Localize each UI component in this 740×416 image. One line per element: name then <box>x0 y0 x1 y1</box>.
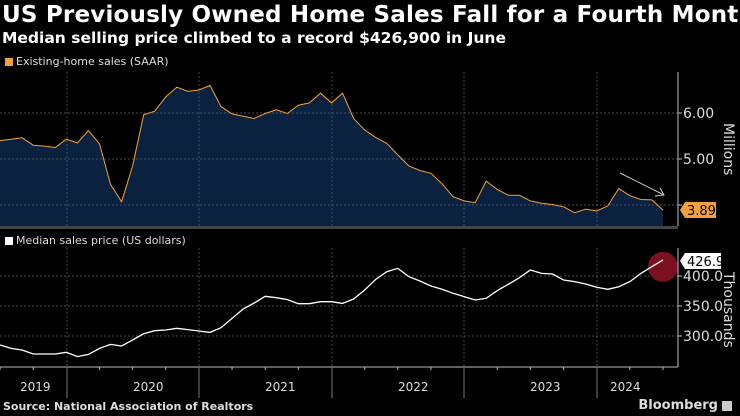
chart-subtitle: Median selling price climbed to a record… <box>2 29 506 47</box>
record-highlight-marker <box>648 251 678 282</box>
panel-divider <box>0 226 678 229</box>
x-year-label: 2022 <box>398 380 429 394</box>
legend-price: Median sales price (US dollars) <box>5 234 186 247</box>
source-note: Source: National Association of Realtors <box>3 400 254 413</box>
legend-sales: Existing-home sales (SAAR) <box>5 55 169 68</box>
trend-arrowhead-icon <box>654 187 665 197</box>
price-last-value-label: 426.9 <box>687 255 724 270</box>
price-line <box>0 259 664 358</box>
price-last-value-badge <box>680 253 721 269</box>
x-year-label: 2023 <box>530 380 561 394</box>
x-year-label: 2019 <box>20 380 51 394</box>
price-tick-label: 350.0 <box>683 299 723 315</box>
legend-swatch-sales <box>5 57 13 66</box>
legend-swatch-price <box>5 236 13 245</box>
sales-last-value-label: 3.89 <box>687 204 716 219</box>
sales-tick-label: 5.00 <box>683 152 714 168</box>
price-tick-label: 300.0 <box>683 329 723 345</box>
price-tick-label: 400.0 <box>683 269 723 285</box>
bloomberg-chart-icon <box>722 401 732 411</box>
price-y-axis-label: Thousands <box>720 271 736 348</box>
x-year-label: 2024 <box>610 380 641 394</box>
bloomberg-logo: Bloomberg <box>638 398 718 413</box>
x-year-label: 2021 <box>265 380 296 394</box>
sales-tick-label: 6.00 <box>683 106 714 122</box>
legend-label-sales: Existing-home sales (SAAR) <box>16 55 169 68</box>
sales-area <box>0 85 663 227</box>
sales-y-axis-label: Millions <box>720 123 736 175</box>
sales-last-value-badge <box>680 202 716 219</box>
legend-label-price: Median sales price (US dollars) <box>16 234 186 247</box>
chart-title: US Previously Owned Home Sales Fall for … <box>2 2 740 28</box>
trend-arrow-icon <box>619 172 665 196</box>
x-year-label: 2020 <box>133 380 164 394</box>
